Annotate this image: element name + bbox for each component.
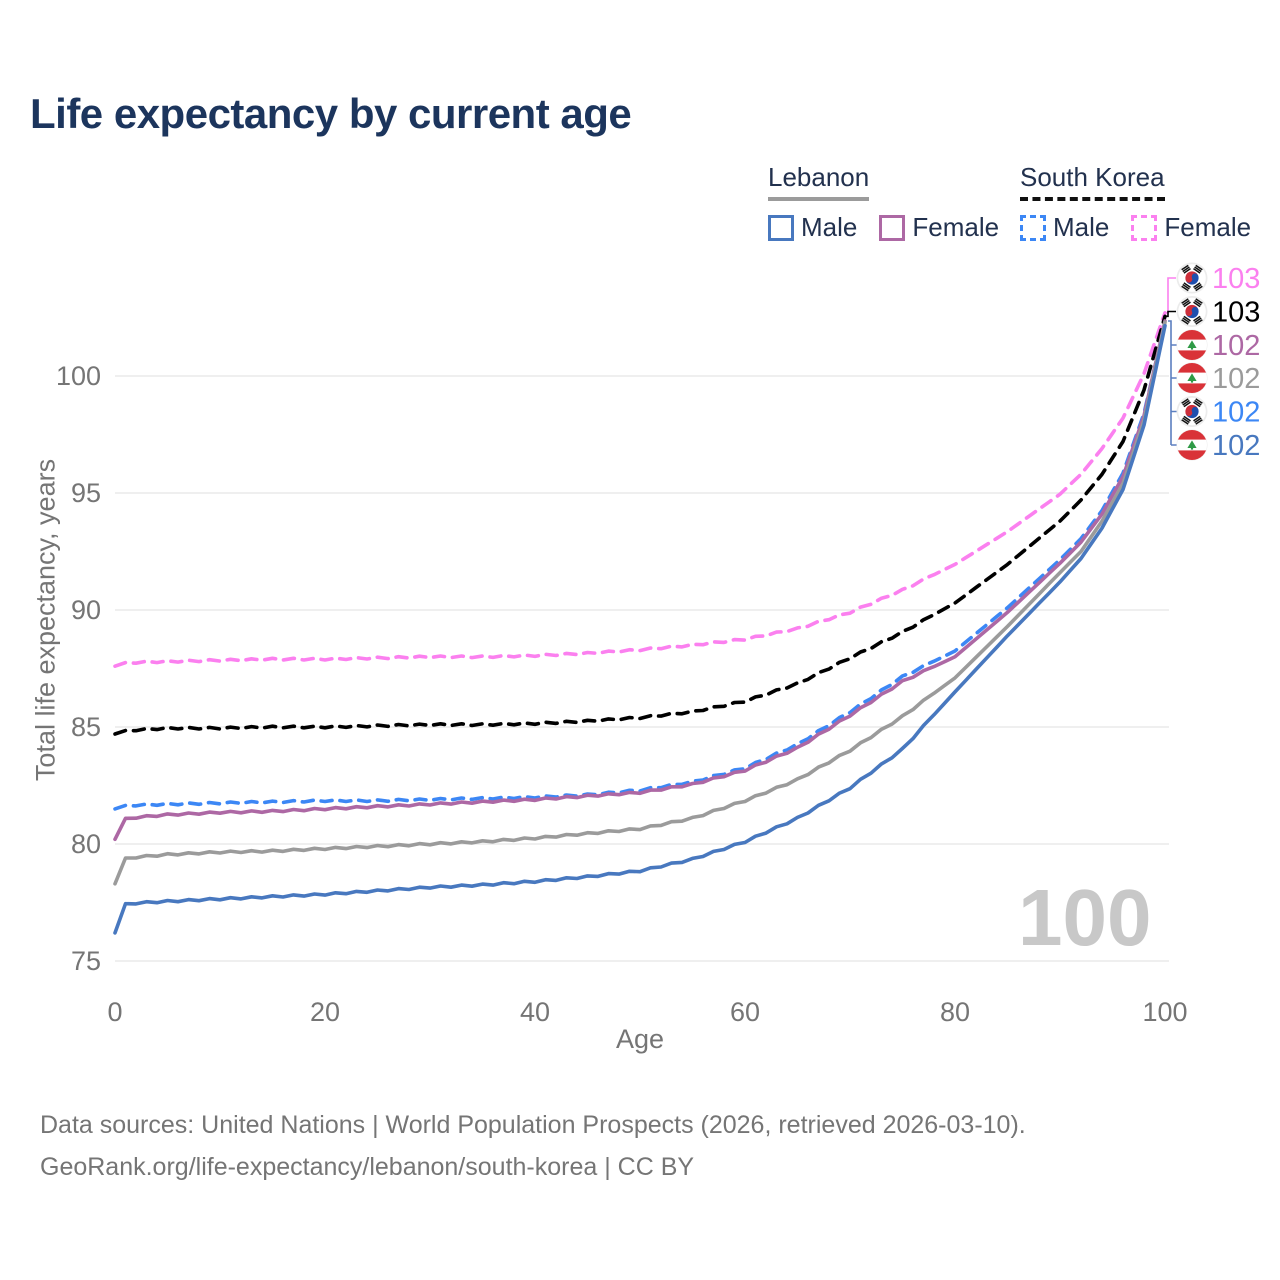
lebanon-female-swatch-icon	[879, 214, 906, 241]
legend-item-south-korea-male: Male	[1020, 212, 1109, 243]
flag-icon-lb	[1176, 329, 1208, 361]
legend-title-lebanon: Lebanon	[768, 162, 870, 201]
end-label-lebanon-male: 102	[1212, 430, 1260, 462]
x-tick-label-80: 80	[940, 997, 970, 1027]
age-watermark: 100	[1018, 873, 1152, 962]
legend-item-lebanon-male: Male	[768, 212, 857, 243]
y-tick-label-75: 75	[71, 946, 101, 976]
x-tick-label-100: 100	[1142, 997, 1187, 1027]
legend-group-south-korea: South Korea Male Female	[1020, 162, 1273, 243]
flag-icon-lb	[1176, 429, 1208, 461]
y-tick-label-80: 80	[71, 829, 101, 859]
legend-group-lebanon: Lebanon Male Female	[768, 162, 1021, 243]
x-tick-label-20: 20	[310, 997, 340, 1027]
y-tick-label-95: 95	[71, 478, 101, 508]
legend-item-south-korea-female: Female	[1131, 212, 1251, 243]
end-label-south-korea-total: 103	[1212, 297, 1260, 329]
legend-title-south-korea: South Korea	[1020, 162, 1165, 201]
series-line-lebanon-female	[113, 319, 1167, 842]
legend-items-south-korea: Male Female	[1020, 212, 1273, 243]
legend-label-lebanon-male: Male	[801, 212, 858, 242]
end-label-south-korea-female: 103	[1212, 263, 1260, 295]
connector-south-korea-female	[1165, 277, 1176, 314]
legend-label-south-korea-male: Male	[1053, 212, 1110, 242]
legend-label-south-korea-female: Female	[1164, 212, 1252, 242]
page-title: Life expectancy by current age	[30, 90, 632, 137]
x-axis-title: Age	[615, 1024, 665, 1054]
end-label-lebanon-total: 102	[1212, 363, 1260, 395]
south-korea-male-swatch-icon	[1020, 214, 1046, 241]
legend-label-lebanon-female: Female	[912, 212, 1000, 242]
x-tick-label-40: 40	[520, 997, 550, 1027]
x-tick-label-0: 0	[107, 997, 122, 1027]
connector-bundle-bracket	[1168, 320, 1177, 446]
y-tick-label-90: 90	[71, 595, 101, 625]
end-label-lebanon-female: 102	[1212, 330, 1260, 362]
y-axis-title: Total life expectancy, years	[30, 458, 61, 782]
series-line-south-korea-total	[113, 314, 1167, 736]
south-korea-female-swatch-icon	[1131, 214, 1158, 241]
y-tick-label-100: 100	[56, 361, 101, 391]
legend-items-lebanon: Male Female	[768, 212, 1021, 243]
flag-icon-kr	[1176, 396, 1208, 427]
footer: Data sources: United Nations | World Pop…	[40, 1104, 1026, 1188]
series-line-lebanon-male	[113, 323, 1167, 935]
legend-item-lebanon-female: Female	[879, 212, 999, 243]
connector-south-korea-total	[1165, 310, 1176, 318]
footer-data-sources: Data sources: United Nations | World Pop…	[40, 1111, 1026, 1139]
end-label-south-korea-male: 102	[1212, 397, 1260, 429]
flag-icon-kr	[1176, 296, 1208, 327]
lebanon-male-swatch-icon	[768, 214, 794, 241]
series-line-south-korea-female	[113, 310, 1167, 669]
series-line-lebanon-total	[113, 320, 1167, 886]
footer-attribution: GeoRank.org/life-expectancy/lebanon/sout…	[40, 1153, 695, 1181]
flag-icon-kr	[1176, 262, 1208, 294]
series-line-south-korea-male	[113, 321, 1167, 811]
flag-icon-lb	[1176, 362, 1208, 394]
y-tick-label-85: 85	[71, 712, 101, 742]
x-tick-label-60: 60	[730, 997, 760, 1027]
